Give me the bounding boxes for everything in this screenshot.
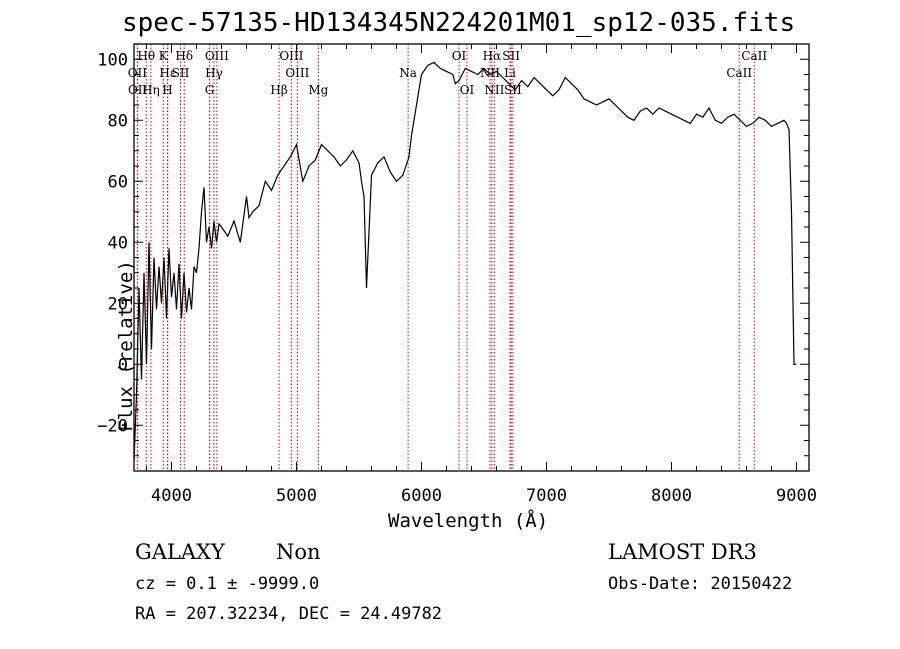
line-label-18: OI: [460, 83, 475, 97]
line-label-3: Hε: [159, 66, 176, 80]
x-axis-label: Wavelength (Å): [388, 510, 549, 532]
line-label-5: K: [159, 49, 169, 63]
y-tick-label-4: 60: [108, 172, 128, 192]
line-label-26: CaII: [726, 66, 752, 80]
y-axis-ticks: −20 0 20 40 60 80 100: [97, 50, 809, 457]
chart-title: spec-57135-HD134345N224201M01_sp12-035.f…: [122, 8, 796, 38]
object-subclass: Non: [276, 540, 321, 564]
coordinates-line: RA = 207.32234, DEC = 24.49782: [135, 604, 443, 624]
line-label-2: Hθ: [137, 49, 155, 63]
flux-series-line: [133, 61, 797, 462]
y-tick-label-0: −20: [97, 416, 128, 436]
line-label-11: G: [205, 83, 215, 97]
line-label-10: Hγ: [205, 66, 223, 80]
plot-frame: [133, 43, 810, 472]
line-label-21: NII: [484, 83, 504, 97]
line-label-19: Hα: [483, 49, 502, 63]
x-tick-label-0: 4000: [151, 486, 192, 506]
x-tick-label-1: 5000: [276, 486, 317, 506]
x-tick-label-3: 7000: [526, 486, 567, 506]
line-label-22: SII: [502, 49, 520, 63]
y-tick-label-2: 20: [108, 294, 128, 314]
line-label-12: OIII: [279, 49, 303, 63]
line-label-4: Hη: [142, 83, 160, 97]
y-axis-label: Flux (relative): [114, 260, 137, 432]
y-tick-label-5: 80: [108, 111, 128, 131]
y-tick-label-3: 40: [108, 233, 128, 253]
line-label-17: OI: [452, 49, 467, 63]
line-label-8: SII: [172, 66, 190, 80]
x-tick-label-2: 6000: [401, 486, 442, 506]
x-axis-ticks: 4000 5000 6000 7000 8000 9000: [146, 44, 817, 506]
line-label-25: CaII: [741, 49, 767, 63]
object-class: GALAXY: [135, 540, 225, 564]
line-label-20: NII: [480, 66, 500, 80]
line-label-6: H: [162, 83, 172, 97]
line-label-24: SII: [504, 83, 522, 97]
survey-name: LAMOST DR3: [608, 540, 757, 564]
observation-date: Obs-Date: 20150422: [608, 574, 793, 594]
line-label-14: Hβ: [270, 83, 287, 97]
x-tick-label-5: 9000: [776, 486, 817, 506]
y-tick-label-6: 100: [97, 50, 128, 70]
redshift-line: cz = 0.1 ± -9999.0: [135, 574, 320, 594]
spectral-line-markers: [136, 44, 755, 471]
x-tick-label-4: 8000: [651, 486, 692, 506]
line-label-15: Mg: [308, 83, 328, 97]
line-label-13: OIII: [285, 66, 309, 80]
line-label-7: Hδ: [175, 49, 193, 63]
line-label-16: Na: [399, 66, 417, 80]
y-tick-label-1: 0: [118, 355, 128, 375]
line-label-0: OII: [128, 66, 148, 80]
line-label-23: Li: [504, 66, 516, 80]
line-label-9: OIII: [205, 49, 229, 63]
